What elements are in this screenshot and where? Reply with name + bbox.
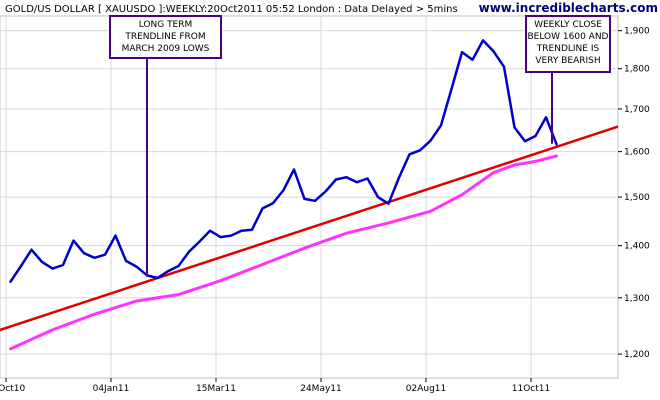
x-tick-label: 24May11 (300, 384, 342, 394)
annotation-text: TRENDLINE IS (536, 44, 600, 54)
annotations: LONG TERM TRENDLINE FROM MARCH 2009 LOWS WE… (109, 15, 611, 277)
x-tick-label: 26Oct10 (0, 384, 26, 394)
y-tick-label: 1,300 (624, 294, 650, 304)
x-tick-label: 02Aug11 (406, 384, 446, 394)
annotation-callout: WEEKLY CLOSE BELOW 1600 AND TRENDLINE IS VE… (525, 15, 611, 144)
chart-title: GOLD/US DOLLAR [ XAUUSDO ]:WEEKLY:20Oct2… (5, 4, 458, 15)
moving-average-line (9, 154, 558, 351)
annotation-box (109, 15, 222, 59)
y-tick-label: 1,400 (624, 242, 650, 252)
annotation-text: LONG TERM (139, 20, 193, 30)
y-tick-label: 1,200 (624, 350, 650, 360)
series-layer (0, 39, 618, 351)
annotation-text: BELOW 1600 AND (528, 32, 609, 42)
axis-labels: 1,200 1,300 1,400 1,500 1,600 1,700 1,800 1,900… (0, 27, 650, 394)
annotation-box (525, 15, 611, 73)
trendline (0, 125, 618, 332)
grid-lines (0, 15, 619, 379)
price-line (9, 39, 558, 283)
x-tick-label: 04Jan11 (93, 384, 130, 394)
y-tick-label: 1,900 (624, 27, 650, 37)
y-tick-label: 1,600 (624, 148, 650, 158)
y-tick-label: 1,800 (624, 65, 650, 75)
annotation-text: WEEKLY CLOSE (534, 20, 602, 30)
y-tick-label: 1,500 (624, 193, 650, 203)
annotation-callout: LONG TERM TRENDLINE FROM MARCH 2009 LOWS (109, 15, 222, 277)
annotation-text: TRENDLINE FROM (124, 32, 205, 42)
y-tick-label: 1,700 (624, 105, 650, 115)
annotation-text: VERY BEARISH (535, 56, 600, 66)
annotation-text: MARCH 2009 LOWS (122, 44, 210, 54)
x-tick-label: 11Oct11 (512, 384, 550, 394)
watermark-text: www.incrediblecharts.com (479, 1, 658, 15)
x-tick-label: 15Mar11 (196, 384, 236, 394)
